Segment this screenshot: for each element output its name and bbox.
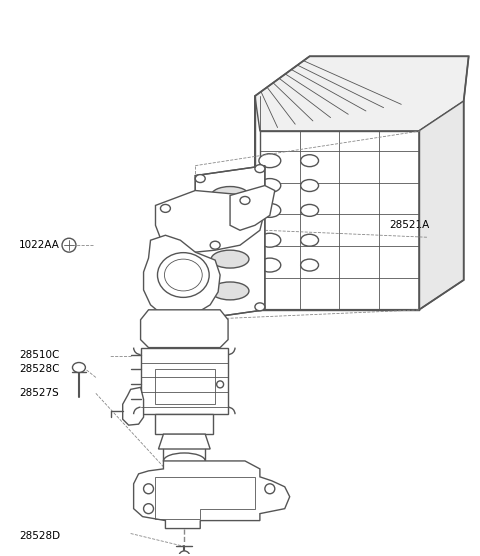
- Ellipse shape: [157, 252, 209, 297]
- Ellipse shape: [211, 219, 249, 236]
- Polygon shape: [419, 101, 464, 310]
- Ellipse shape: [195, 175, 205, 182]
- Ellipse shape: [210, 241, 220, 249]
- Ellipse shape: [240, 196, 250, 205]
- Ellipse shape: [195, 311, 205, 319]
- Ellipse shape: [144, 504, 154, 514]
- Polygon shape: [158, 434, 210, 449]
- Polygon shape: [133, 461, 290, 529]
- Ellipse shape: [300, 180, 319, 191]
- Polygon shape: [255, 56, 468, 131]
- Ellipse shape: [300, 234, 319, 246]
- Ellipse shape: [300, 259, 319, 271]
- Polygon shape: [141, 348, 228, 414]
- Text: 28521A: 28521A: [389, 220, 430, 230]
- Ellipse shape: [179, 551, 190, 556]
- Text: 1022AA: 1022AA: [19, 240, 60, 250]
- Text: 28527S: 28527S: [19, 388, 59, 398]
- Polygon shape: [123, 388, 144, 425]
- Ellipse shape: [72, 363, 85, 373]
- Ellipse shape: [144, 484, 154, 494]
- Polygon shape: [156, 191, 265, 252]
- Ellipse shape: [259, 203, 281, 217]
- Ellipse shape: [265, 484, 275, 494]
- Ellipse shape: [255, 165, 265, 172]
- Text: 28528D: 28528D: [19, 532, 60, 542]
- Ellipse shape: [259, 153, 281, 168]
- Ellipse shape: [160, 205, 170, 212]
- Ellipse shape: [62, 238, 76, 252]
- Polygon shape: [141, 310, 228, 348]
- Ellipse shape: [259, 234, 281, 247]
- Ellipse shape: [211, 186, 249, 205]
- Polygon shape: [230, 186, 275, 230]
- Ellipse shape: [259, 178, 281, 192]
- Polygon shape: [144, 235, 220, 318]
- Polygon shape: [260, 131, 419, 310]
- Ellipse shape: [255, 303, 265, 311]
- Ellipse shape: [300, 155, 319, 167]
- Polygon shape: [195, 166, 265, 320]
- Text: 28510C: 28510C: [19, 350, 60, 360]
- Ellipse shape: [259, 258, 281, 272]
- Ellipse shape: [216, 381, 224, 388]
- Ellipse shape: [211, 282, 249, 300]
- Ellipse shape: [300, 205, 319, 216]
- Polygon shape: [156, 414, 213, 434]
- Ellipse shape: [211, 250, 249, 268]
- Text: 28528C: 28528C: [19, 365, 60, 375]
